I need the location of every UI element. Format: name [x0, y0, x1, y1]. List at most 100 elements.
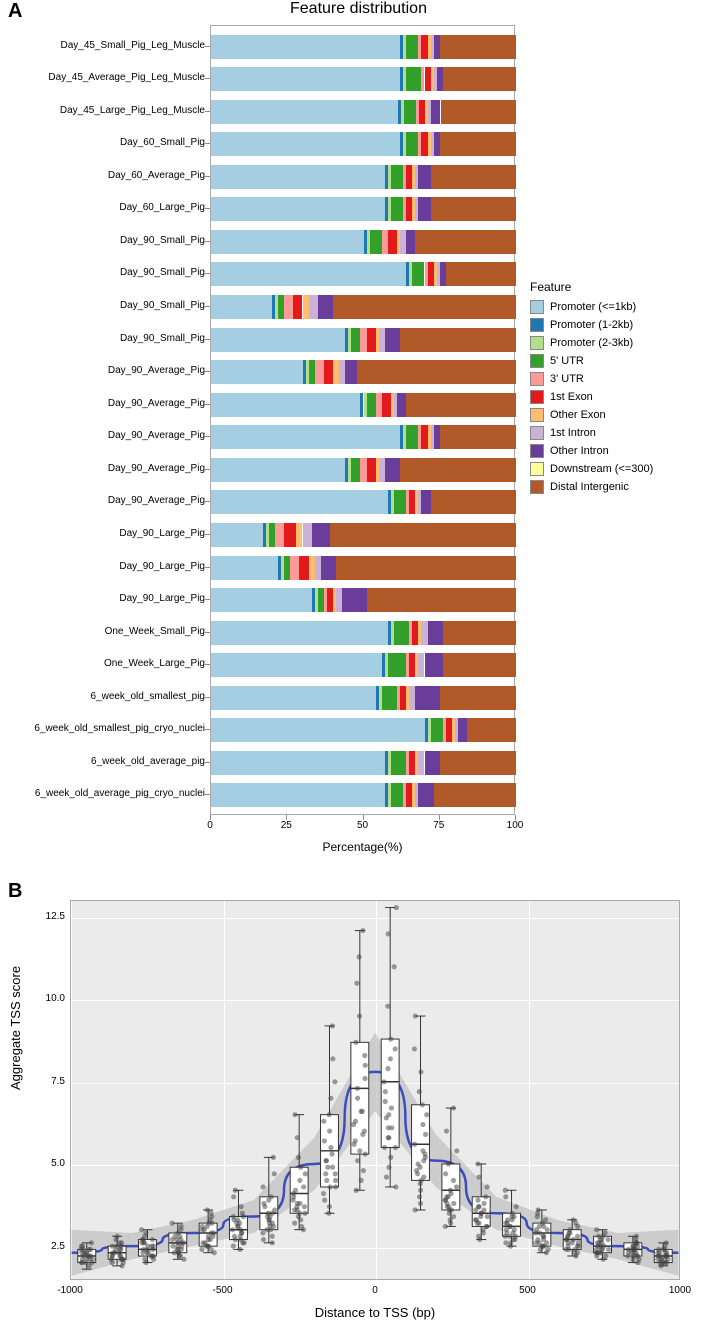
grid-line-v — [681, 901, 682, 1279]
panel-b-plot-area — [70, 900, 680, 1280]
data-point — [386, 931, 391, 936]
legend-text: Promoter (<=1kb) — [550, 301, 636, 313]
data-point — [360, 1109, 365, 1114]
bar-segment — [434, 783, 516, 807]
y-label: Day_90_Small_Pig — [5, 235, 205, 246]
bar-segment — [385, 458, 400, 482]
data-point — [174, 1247, 179, 1252]
bar-segment — [351, 328, 360, 352]
x-tick: 100 — [500, 820, 530, 831]
bar-segment — [309, 295, 318, 319]
bar-segment — [458, 718, 467, 742]
data-point — [89, 1240, 94, 1245]
data-point — [536, 1207, 541, 1212]
data-point — [446, 1161, 451, 1166]
bar-segment — [406, 425, 418, 449]
data-point — [169, 1221, 174, 1226]
data-point — [414, 1168, 419, 1173]
bar-row — [211, 783, 514, 807]
y-tick-line — [205, 697, 210, 698]
bar-row — [211, 35, 514, 59]
data-point — [260, 1230, 265, 1235]
legend-swatch — [530, 300, 544, 314]
y-label: One_Week_Large_Pig — [5, 658, 205, 669]
data-point — [541, 1234, 546, 1239]
bar-row — [211, 653, 514, 677]
legend-text: Distal Intergenic — [550, 481, 629, 493]
legend-item: Promoter (1-2kb) — [530, 318, 653, 332]
panel-a-legend: Feature Promoter (<=1kb)Promoter (1-2kb)… — [530, 280, 653, 498]
data-point — [382, 1145, 387, 1150]
data-point — [330, 1023, 335, 1028]
data-point — [261, 1237, 266, 1242]
legend-item: Other Exon — [530, 408, 653, 422]
data-point — [110, 1253, 115, 1258]
y-tick-line — [205, 501, 210, 502]
data-point — [231, 1217, 236, 1222]
y-label: 6_week_old_smallest_pig — [5, 691, 205, 702]
data-point — [87, 1247, 92, 1252]
x-tick: 1000 — [660, 1285, 700, 1296]
bar-row — [211, 556, 514, 580]
data-point — [233, 1188, 238, 1193]
y-label: Day_90_Large_Pig — [5, 593, 205, 604]
data-point — [303, 1171, 308, 1176]
y-tick-line — [205, 599, 210, 600]
y-tick-line — [205, 241, 210, 242]
data-point — [594, 1250, 599, 1255]
data-point — [576, 1240, 581, 1245]
data-point — [485, 1184, 490, 1189]
bar-segment — [284, 295, 293, 319]
legend-text: Promoter (1-2kb) — [550, 319, 633, 331]
data-point — [362, 1053, 367, 1058]
bar-segment — [397, 393, 406, 417]
data-point — [385, 1066, 390, 1071]
data-point — [328, 1145, 333, 1150]
bar-segment — [211, 653, 382, 677]
data-point — [485, 1214, 490, 1219]
data-point — [512, 1227, 517, 1232]
data-point — [475, 1198, 480, 1203]
data-point — [383, 1099, 388, 1104]
bar-segment — [443, 621, 516, 645]
data-point — [473, 1217, 478, 1222]
x-tick-line — [210, 815, 211, 820]
data-point — [272, 1171, 277, 1176]
data-point — [420, 1148, 425, 1153]
data-point — [599, 1237, 604, 1242]
data-point — [333, 1178, 338, 1183]
data-point — [205, 1207, 210, 1212]
bar-segment — [418, 783, 433, 807]
data-point — [475, 1161, 480, 1166]
bar-segment — [431, 490, 516, 514]
data-point — [388, 1155, 393, 1160]
data-point — [421, 1175, 426, 1180]
data-point — [357, 1148, 362, 1153]
bar-segment — [211, 328, 345, 352]
y-tick-line — [205, 534, 210, 535]
data-point — [260, 1184, 265, 1189]
bar-row — [211, 100, 514, 124]
bar-row — [211, 523, 514, 547]
data-point — [417, 1089, 422, 1094]
bar-segment — [357, 360, 516, 384]
data-point — [362, 1076, 367, 1081]
bar-segment — [211, 523, 263, 547]
y-label: Day_90_Small_Pig — [5, 300, 205, 311]
data-point — [231, 1244, 236, 1249]
bar-segment — [211, 458, 345, 482]
data-point — [324, 1178, 329, 1183]
data-point — [199, 1247, 204, 1252]
data-point — [503, 1240, 508, 1245]
data-point — [332, 1079, 337, 1084]
data-point — [355, 1086, 360, 1091]
data-point — [478, 1211, 483, 1216]
bar-segment — [211, 262, 406, 286]
data-point — [297, 1178, 302, 1183]
y-tick-line — [205, 436, 210, 437]
data-point — [393, 1184, 398, 1189]
panel-a-title: Feature distribution — [290, 0, 427, 18]
data-point — [509, 1214, 514, 1219]
data-point — [143, 1230, 148, 1235]
data-point — [357, 954, 362, 959]
